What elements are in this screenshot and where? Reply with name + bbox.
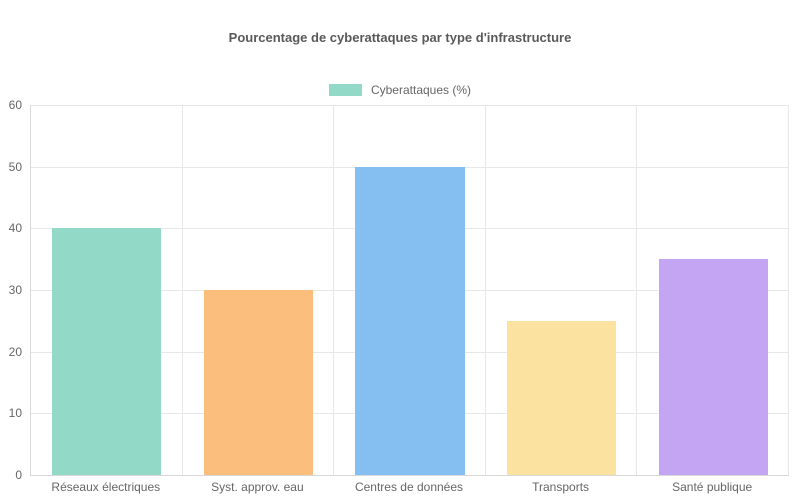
- plot-area: 0 10 20 30 40 50 60: [9, 98, 789, 482]
- bar-1[interactable]: [52, 228, 162, 475]
- x-axis-labels: Réseaux électriques Syst. approv. eau Cent…: [30, 480, 788, 494]
- legend-swatch: [328, 84, 362, 96]
- y-tick-20: 20: [8, 344, 22, 359]
- y-tick-40: 40: [8, 221, 22, 236]
- v-gridline-4: [636, 105, 638, 475]
- y-tick-30: 30: [8, 283, 22, 297]
- x-label-5: Santé publique: [672, 480, 753, 494]
- v-gridline-2: [333, 105, 335, 475]
- x-label-3: Centres de données: [354, 480, 464, 494]
- v-gridline-5: [788, 105, 789, 475]
- v-gridline-1: [181, 105, 183, 475]
- x-label-1: Réseaux électriques: [51, 480, 161, 494]
- v-gridline-3: [484, 105, 486, 475]
- y-tick-50: 50: [8, 159, 22, 174]
- legend-label: Cyberattaques (%): [370, 83, 472, 97]
- y-tick-10: 10: [8, 406, 22, 421]
- legend: Cyberattaques (%): [0, 83, 800, 97]
- bar-3[interactable]: [355, 166, 465, 475]
- y-tick-0: 0: [15, 468, 22, 482]
- legend-item-cyberattaques[interactable]: Cyberattaques (%): [328, 83, 472, 97]
- y-tick-60: 60: [8, 98, 22, 112]
- x-label-4: Transports: [532, 480, 590, 494]
- bar-2[interactable]: [203, 290, 313, 475]
- bar-4[interactable]: [507, 320, 617, 475]
- h-gridline-60: [31, 105, 789, 106]
- bar-5[interactable]: [658, 259, 768, 475]
- x-label-2: Syst. approv. eau: [211, 480, 304, 494]
- chart-title: Pourcentage de cyberattaques par type d'…: [228, 30, 572, 45]
